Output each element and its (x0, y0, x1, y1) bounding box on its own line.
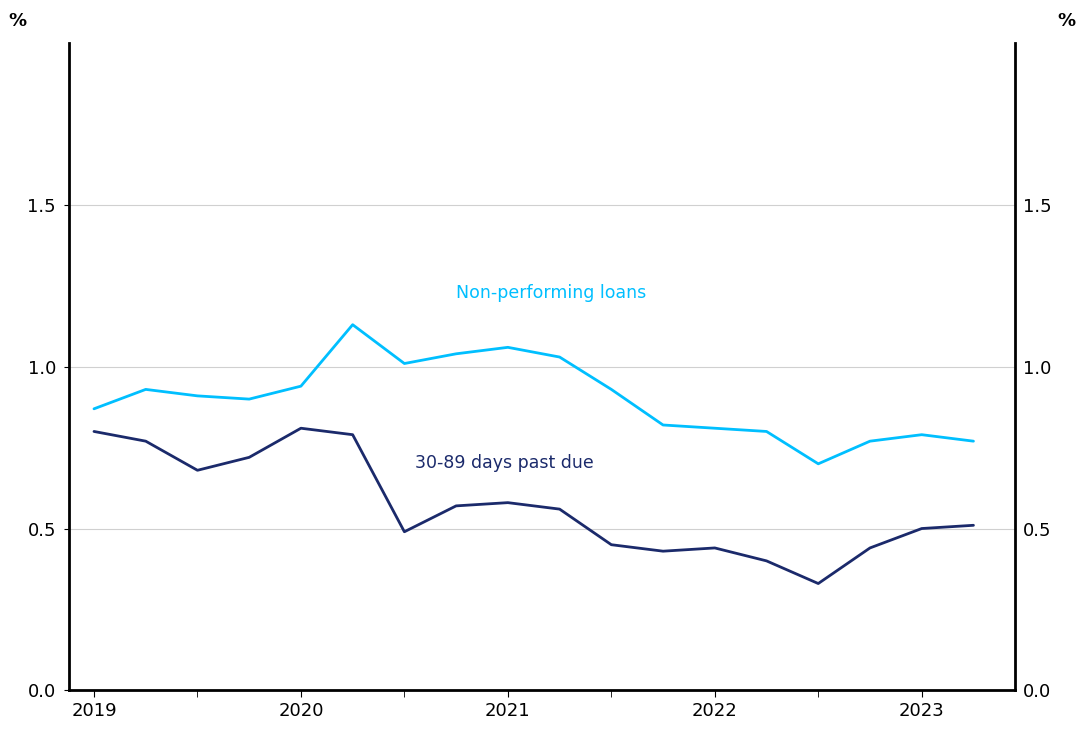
Text: %: % (1058, 12, 1076, 30)
Text: %: % (8, 12, 26, 30)
Text: Non-performing loans: Non-performing loans (456, 284, 646, 302)
Text: 30-89 days past due: 30-89 days past due (415, 454, 593, 472)
